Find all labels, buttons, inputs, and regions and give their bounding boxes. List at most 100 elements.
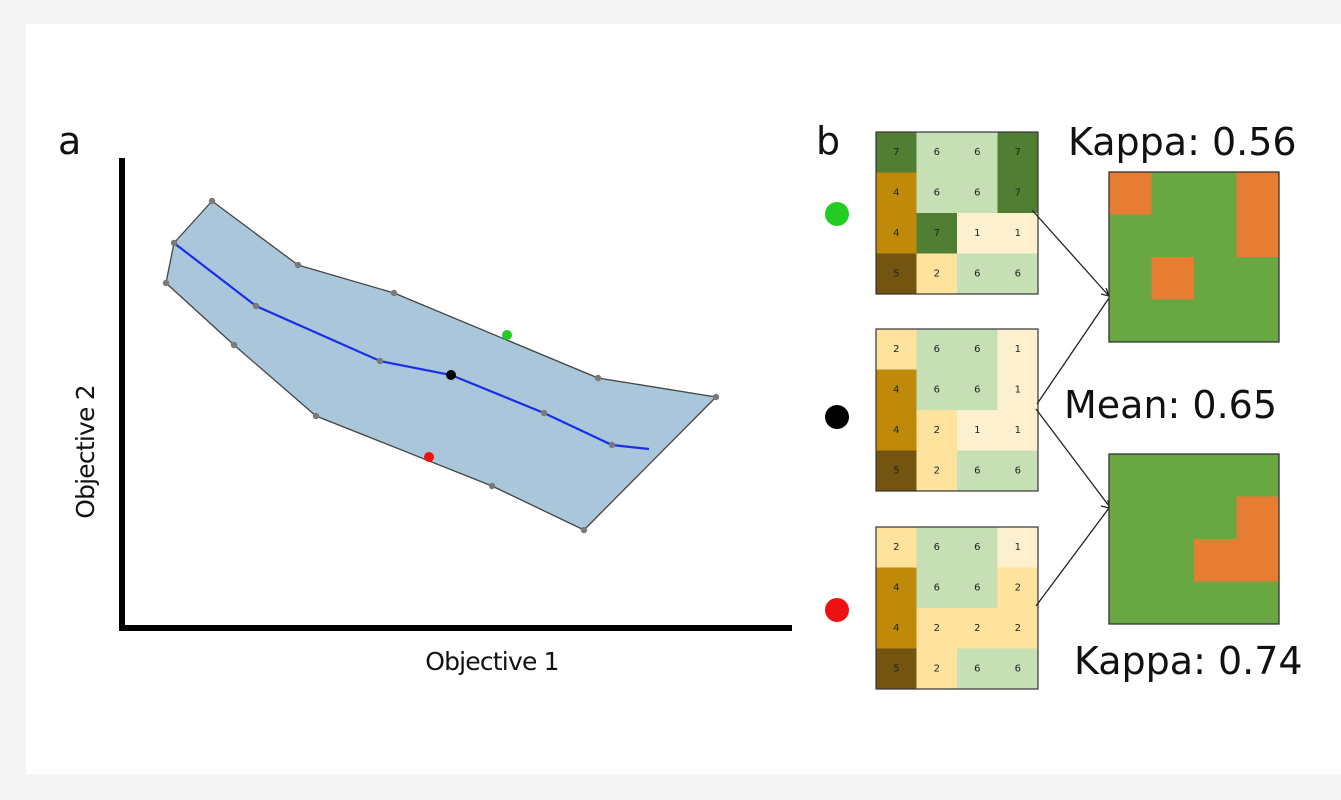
map-cell-value: 2 [934,268,940,279]
map-cell [957,450,998,491]
panel-a: a Objective 1 Objective 2 [58,119,792,676]
map-cell-value: 6 [974,344,980,355]
comparison-map-bottom [1108,453,1280,625]
agreement-cell [1194,172,1237,215]
agreement-cell [1194,454,1237,497]
map-cell-value: 2 [893,542,899,553]
map-cell-value: 1 [974,228,980,239]
map-cell [916,213,957,254]
map-cell-value: 4 [893,384,899,395]
panel-a-label: a [58,119,81,163]
map-cell [957,132,998,173]
agreement-cell [1151,214,1195,258]
map-cell [957,527,998,568]
disagreement-cell [1151,257,1195,300]
map-cell-value: 7 [1015,147,1021,158]
map-cell [876,213,917,254]
green-solution-marker [825,202,849,226]
map-cell [997,567,1038,608]
map-cell [957,567,998,608]
map-cell [997,172,1038,213]
panel-b-label: b [816,119,840,163]
agreement-cell [1109,539,1152,582]
map-cell-value: 1 [974,425,980,436]
envelope-vertex-7 [580,526,588,534]
map-cell [916,410,957,451]
envelope-vertex-3 [294,261,302,269]
map-cell-value: 2 [934,425,940,436]
kappa-top-label: Kappa: 0.56 [1068,120,1297,164]
map-cell [997,608,1038,649]
map-cell-value: 1 [1015,344,1021,355]
map-cell-value: 6 [974,147,980,158]
disagreement-cell [1194,539,1237,582]
map-cell-value: 4 [893,228,899,239]
disagreement-cell [1236,496,1280,540]
map-cell-value: 6 [974,542,980,553]
map-cell [916,369,957,410]
agreement-cell [1109,454,1152,497]
map-cell [916,608,957,649]
map-cell [876,329,917,370]
map-cell [876,567,917,608]
envelope-vertex-2 [208,197,216,205]
kappa-bottom-label: Kappa: 0.74 [1074,639,1303,683]
agreement-cell [1151,496,1195,540]
map-cell-value: 2 [934,663,940,674]
map-cell [957,648,998,689]
map-cell-value: 6 [1015,268,1021,279]
agreement-cell [1151,539,1195,582]
map-cell [957,172,998,213]
map-cell [957,253,998,294]
map-cell [876,527,917,568]
map-cell-value: 6 [934,542,940,553]
map-cell-value: 7 [934,228,940,239]
map-cell [916,648,957,689]
comparison-border [1108,171,1280,343]
map-cell [876,132,917,173]
map-cell [997,648,1038,689]
map-cell [997,450,1038,491]
agreement-cell [1194,214,1237,258]
map-cell-value: 4 [893,623,899,634]
map-cell [876,369,917,410]
agreement-cell [1194,299,1237,343]
envelope-vertex-11 [252,302,260,310]
agreement-cell [1109,257,1152,300]
map-cell-value: 6 [934,187,940,198]
x-axis-label: Objective 1 [425,647,559,676]
map-cell-value: 6 [974,268,980,279]
envelope-vertex-6 [712,393,720,401]
disagreement-cell [1109,172,1152,215]
map-cell-value: 1 [1015,425,1021,436]
black-solution-marker [825,405,849,429]
map-cell-value: 2 [974,623,980,634]
map-cell [957,213,998,254]
map-cell-value: 6 [934,147,940,158]
agreement-cell [1194,581,1237,625]
map-cell-value: 1 [1015,228,1021,239]
comparison-border [1108,453,1280,625]
map-cell [997,410,1038,451]
envelope-vertex-4 [390,289,398,297]
map-cell [916,450,957,491]
map-cell-value: 6 [1015,465,1021,476]
disagreement-cell [1236,214,1280,258]
map-cell [916,329,957,370]
comparison-arrows [1031,209,1111,607]
map-cell [997,329,1038,370]
map-cell-value: 2 [1015,623,1021,634]
map-cell-value: 2 [893,344,899,355]
map-border [875,328,1039,492]
map-cell-value: 6 [974,384,980,395]
map-cell-value: 6 [974,187,980,198]
agreement-cell [1151,172,1195,215]
disagreement-cell [1236,172,1280,215]
envelope-vertex-5 [594,374,602,382]
map-cell-value: 6 [974,465,980,476]
map-cell [997,213,1038,254]
envelope-vertex-1 [170,239,178,247]
map-cell-value: 5 [893,465,899,476]
map-cell [997,132,1038,173]
map-cell-value: 4 [893,425,899,436]
